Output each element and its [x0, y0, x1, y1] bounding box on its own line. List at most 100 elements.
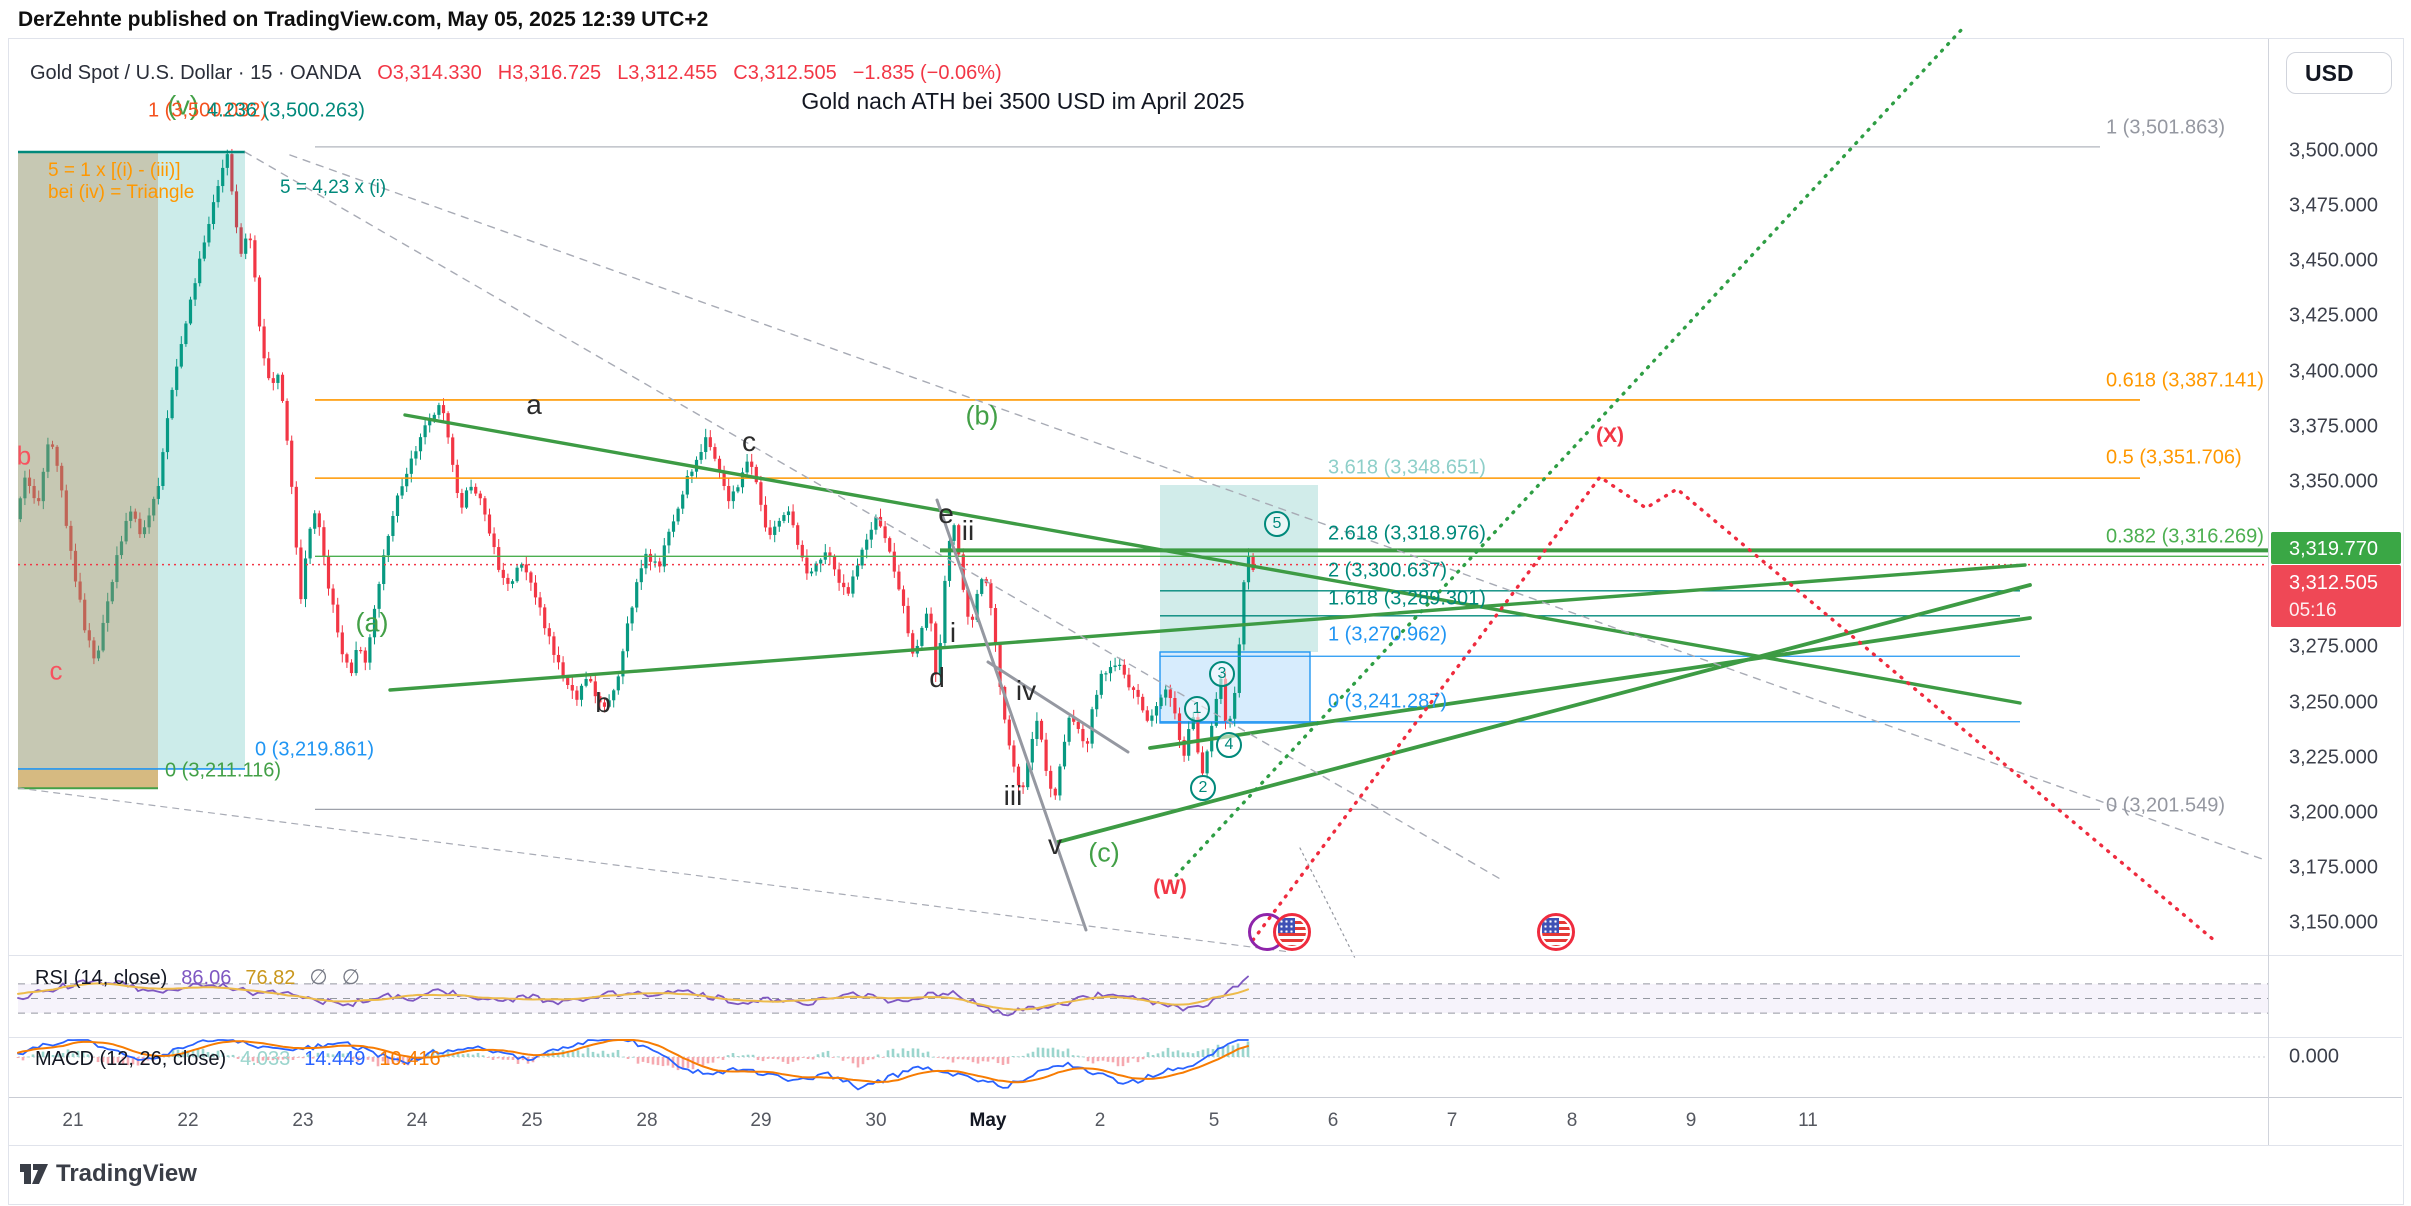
fib-ext-0: 0 (3,241.287)	[1328, 690, 1447, 713]
wave-label-x-paren: (X)	[1596, 424, 1624, 447]
time-tick[interactable]: 7	[1446, 1110, 1458, 1131]
chart-widget-frame	[8, 38, 2404, 1205]
alt-price-badge: 3,319.770	[2271, 532, 2401, 564]
wave-label-b-paren: (b)	[965, 400, 999, 431]
wave-note-teal: 5 = 4,23 x (i)	[280, 177, 387, 198]
fib-retr-0: 0 (3,201.549)	[2106, 794, 2225, 817]
time-tick[interactable]: 23	[292, 1110, 314, 1131]
us-flag-event-icon[interactable]	[1537, 913, 1575, 951]
macd-status-row: MACD (12, 26, close) 4.033 14.449 10.416	[35, 1048, 441, 1071]
fib-label-ath-teal: 4.236 (3,500.263)	[207, 99, 365, 122]
rsi-status-row: RSI (14, close) 86.06 76.82 ∅ ∅	[35, 965, 360, 990]
flag-canton	[1542, 918, 1559, 933]
wave-label-i: i	[949, 617, 957, 648]
price-tick: 3,150.000	[2289, 911, 2378, 934]
wave-circle-2: 2	[1190, 775, 1216, 801]
price-tick: 3,400.000	[2289, 360, 2378, 383]
fib-ext-2618: 2.618 (3,318.976)	[1328, 522, 1486, 545]
fib-ext-1: 1 (3,270.962)	[1328, 623, 1447, 646]
wave-label-c-paren: (c)	[1088, 837, 1120, 868]
price-tick: 3,375.000	[2289, 415, 2378, 438]
fib-retr-1: 1 (3,501.863)	[2106, 116, 2225, 139]
rsi-band-hidden-icon: ∅	[309, 966, 328, 989]
us-flag-event-icon[interactable]	[1273, 913, 1311, 951]
time-tick[interactable]: 30	[865, 1110, 887, 1131]
time-tick[interactable]: 25	[521, 1110, 543, 1131]
symbol-status-row: Gold Spot / U.S. Dollar · 15 · OANDA O3,…	[30, 62, 1002, 85]
wave-label-iii: iii	[1003, 780, 1023, 811]
macd-signal-value: 10.416	[379, 1048, 441, 1070]
tradingview-logo-icon	[20, 1164, 48, 1184]
price-tick: 3,500.000	[2289, 139, 2378, 162]
rsi-label[interactable]: RSI (14, close)	[35, 967, 168, 989]
fib-retr-05: 0.5 (3,351.706)	[2106, 446, 2242, 469]
rsi-band-hidden-icon: ∅	[341, 966, 360, 989]
ohlc-change: −1.835 (−0.06%)	[852, 62, 1002, 84]
last-price-badge: 3,312.505 05:16	[2271, 565, 2401, 627]
wave-label-iv: iv	[1015, 675, 1037, 706]
time-tick[interactable]: 8	[1566, 1110, 1578, 1131]
wave-label-ii: ii	[961, 515, 975, 546]
pane-separator-macd[interactable]	[9, 1037, 2402, 1038]
flag-canton	[1278, 918, 1295, 933]
fib-label-ath-orange: 1 (3,500.032)	[148, 99, 267, 122]
time-tick[interactable]: 21	[62, 1110, 84, 1131]
time-tick[interactable]: 28	[636, 1110, 658, 1131]
fib-retr-0382: 0.382 (3,316.269)	[2106, 525, 2264, 548]
pane-separator-rsi[interactable]	[9, 955, 2402, 956]
price-tick: 3,350.000	[2289, 470, 2378, 493]
time-tick[interactable]: May	[969, 1110, 1007, 1131]
last-price-value: 3,312.505	[2289, 572, 2378, 594]
price-tick: 3,450.000	[2289, 249, 2378, 272]
time-tick[interactable]: 5	[1208, 1110, 1220, 1131]
symbol-name[interactable]: Gold Spot / U.S. Dollar · 15 · OANDA	[30, 62, 362, 84]
ohlc-close: C3,312.505	[733, 62, 837, 84]
wave-label-d: d	[929, 662, 945, 693]
time-tick[interactable]: 9	[1685, 1110, 1697, 1131]
fib-ext-1618: 1.618 (3,289.301)	[1328, 587, 1486, 610]
wave-note-orange: 5 = 1 x [(i) - (iii)] bei (iv) = Triangl…	[48, 160, 195, 203]
time-tick[interactable]: 6	[1327, 1110, 1339, 1131]
fib-label-zero-green: 0 (3,211.116)	[165, 759, 282, 782]
price-axis[interactable]: 3,319.770 3,312.505 05:16 0.000 3,500.00…	[2269, 38, 2403, 1145]
price-tick: 3,425.000	[2289, 304, 2378, 327]
wave-label-b: b	[595, 687, 611, 718]
wave-label-a-paren: (a)	[355, 607, 389, 638]
price-tick: 3,200.000	[2289, 801, 2378, 824]
time-tick[interactable]: 24	[406, 1110, 428, 1131]
fib-retr-0618: 0.618 (3,387.141)	[2106, 369, 2264, 392]
currency-toggle-button[interactable]: USD	[2286, 52, 2392, 94]
price-tick: 3,275.000	[2289, 635, 2378, 658]
wave-label-b-red: b	[16, 440, 32, 471]
macd-label[interactable]: MACD (12, 26, close)	[35, 1048, 227, 1070]
wave-label-v-paren: (v)	[167, 90, 199, 121]
fib-label-zero-blue: 0 (3,219.861)	[255, 738, 374, 761]
fib-ext-3618: 3.618 (3,348.651)	[1328, 456, 1486, 479]
wave-circle-1: 1	[1184, 696, 1210, 722]
footer-border	[9, 1145, 2402, 1146]
macd-hist-value: 4.033	[240, 1048, 291, 1070]
wave-label-c: c	[742, 426, 756, 457]
wave-circle-5: 5	[1264, 511, 1290, 537]
bar-countdown: 05:16	[2289, 600, 2337, 621]
ohlc-open: O3,314.330	[377, 62, 482, 84]
rsi-ma-value: 76.82	[245, 967, 296, 989]
time-tick[interactable]: 11	[1798, 1110, 1818, 1131]
wave-label-e: e	[938, 498, 954, 529]
time-tick[interactable]: 2	[1094, 1110, 1106, 1131]
chart-annotation-title: Gold nach ATH bei 3500 USD im April 2025	[801, 88, 1245, 114]
time-tick[interactable]: 29	[750, 1110, 772, 1131]
price-tick: 3,250.000	[2289, 691, 2378, 713]
time-tick[interactable]: 22	[177, 1110, 199, 1131]
macd-line-value: 14.449	[304, 1048, 366, 1070]
rsi-value: 86.06	[181, 967, 232, 989]
wave-circle-4: 4	[1216, 732, 1242, 758]
macd-zero-tick: 0.000	[2289, 1045, 2340, 1068]
wave-label-c-red: c	[49, 655, 63, 686]
tradingview-logo[interactable]: TradingView	[20, 1160, 197, 1188]
price-tick: 3,475.000	[2289, 194, 2378, 217]
wave-circle-3: 3	[1209, 661, 1235, 687]
wave-label-w-paren: (W)	[1153, 876, 1187, 899]
